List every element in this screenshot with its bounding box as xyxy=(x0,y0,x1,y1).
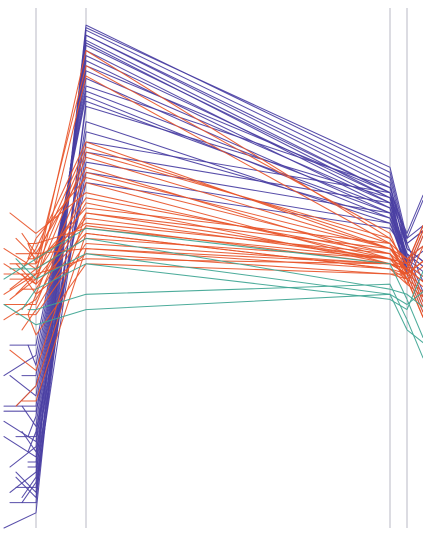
series-2-line-27 xyxy=(9,212,423,372)
series-1-line-19 xyxy=(21,105,423,504)
series-1-line-14 xyxy=(21,77,423,377)
series-2-line-28 xyxy=(15,232,423,407)
series-2-line-24 xyxy=(21,232,423,285)
series-1-line-5 xyxy=(27,34,423,468)
series-1-line-4 xyxy=(21,27,423,499)
series-2-line-29 xyxy=(21,248,423,402)
series-1-line-15 xyxy=(27,85,423,366)
series-2-line-1 xyxy=(3,49,423,303)
series-2-line-23 xyxy=(15,242,423,316)
series-2-line-20 xyxy=(27,225,423,265)
series-1-line-12 xyxy=(9,65,423,397)
series-3-line-6 xyxy=(3,293,423,344)
data-lines xyxy=(3,24,423,529)
series-3-line-2 xyxy=(9,237,423,308)
series-2-line-30 xyxy=(27,263,423,336)
series-1-line-26 xyxy=(3,182,423,412)
series-2-line-8 xyxy=(15,166,423,270)
series-3-line-1 xyxy=(3,227,423,339)
series-1-line-22 xyxy=(9,141,423,493)
series-1-line-11 xyxy=(3,60,423,407)
series-3-line-5 xyxy=(27,283,423,359)
series-1-line-24 xyxy=(21,161,423,453)
series-3-line-4 xyxy=(21,263,423,311)
series-2-line-9 xyxy=(21,171,423,298)
